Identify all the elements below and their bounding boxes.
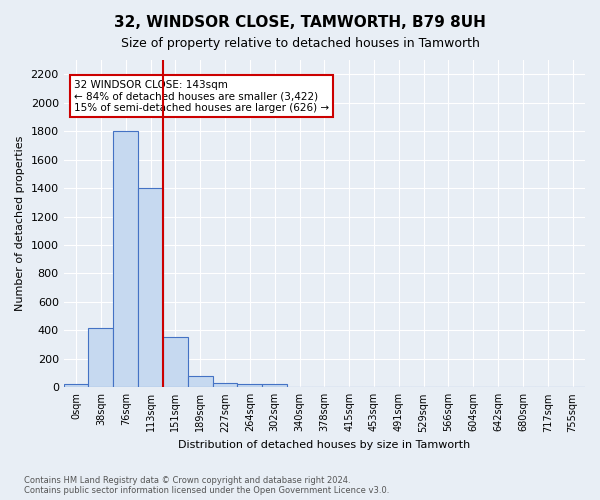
Bar — [88, 328, 113, 388]
Bar — [64, 384, 88, 388]
Text: 32 WINDSOR CLOSE: 143sqm
← 84% of detached houses are smaller (3,422)
15% of sem: 32 WINDSOR CLOSE: 143sqm ← 84% of detach… — [74, 80, 329, 113]
Bar — [262, 384, 287, 388]
Bar — [138, 188, 163, 388]
Bar — [163, 338, 188, 388]
Bar — [238, 384, 262, 388]
Bar — [212, 383, 238, 388]
Bar — [188, 376, 212, 388]
Text: Contains HM Land Registry data © Crown copyright and database right 2024.
Contai: Contains HM Land Registry data © Crown c… — [24, 476, 389, 495]
X-axis label: Distribution of detached houses by size in Tamworth: Distribution of detached houses by size … — [178, 440, 470, 450]
Text: Size of property relative to detached houses in Tamworth: Size of property relative to detached ho… — [121, 38, 479, 51]
Y-axis label: Number of detached properties: Number of detached properties — [15, 136, 25, 312]
Text: 32, WINDSOR CLOSE, TAMWORTH, B79 8UH: 32, WINDSOR CLOSE, TAMWORTH, B79 8UH — [114, 15, 486, 30]
Bar — [113, 131, 138, 388]
